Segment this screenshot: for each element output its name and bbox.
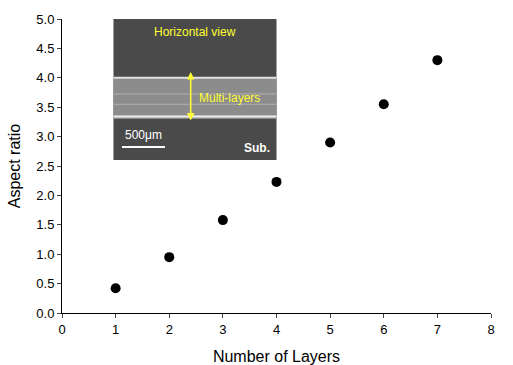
svg-text:500μm: 500μm — [125, 128, 162, 142]
svg-text:Sub.: Sub. — [244, 141, 270, 155]
svg-text:4.5: 4.5 — [36, 41, 54, 56]
svg-text:7: 7 — [434, 322, 441, 337]
svg-text:5.0: 5.0 — [36, 12, 54, 27]
svg-text:8: 8 — [487, 322, 494, 337]
svg-text:3.5: 3.5 — [36, 100, 54, 115]
svg-text:4: 4 — [273, 322, 280, 337]
svg-text:Number of Layers: Number of Layers — [213, 348, 340, 365]
svg-text:0.5: 0.5 — [36, 276, 54, 291]
svg-text:3: 3 — [219, 322, 226, 337]
svg-text:3.0: 3.0 — [36, 129, 54, 144]
svg-text:1: 1 — [112, 322, 119, 337]
svg-text:1.5: 1.5 — [36, 217, 54, 232]
svg-text:2: 2 — [166, 322, 173, 337]
svg-text:0.0: 0.0 — [36, 306, 54, 321]
svg-text:4.0: 4.0 — [36, 70, 54, 85]
svg-text:2.5: 2.5 — [36, 159, 54, 174]
svg-text:1.0: 1.0 — [36, 247, 54, 262]
svg-text:2.0: 2.0 — [36, 188, 54, 203]
svg-text:6: 6 — [380, 322, 387, 337]
svg-text:Aspect ratio: Aspect ratio — [6, 124, 23, 209]
svg-text:5: 5 — [327, 322, 334, 337]
svg-text:0: 0 — [58, 322, 65, 337]
svg-text:Horizontal view: Horizontal view — [154, 25, 236, 39]
svg-text:Multi-layers: Multi-layers — [199, 91, 260, 105]
